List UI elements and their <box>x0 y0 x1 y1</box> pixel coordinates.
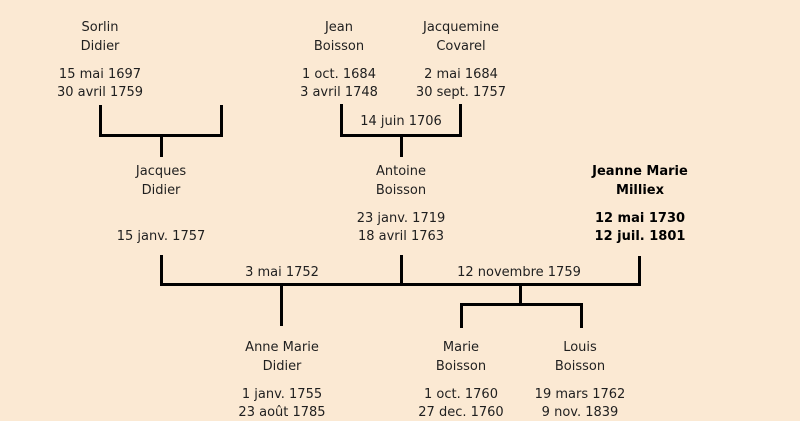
person-death-date: 30 sept. 1757 <box>415 85 507 100</box>
person-node-jeanne-marie-milliex[interactable]: Jeanne Marie Milliex 12 mai 1730 12 juil… <box>560 162 720 246</box>
person-birth-date: 19 mars 1762 <box>534 387 626 402</box>
person-birth-date: 2 mai 1684 <box>424 67 498 82</box>
person-death-date: 9 nov. 1839 <box>541 405 619 420</box>
person-first-name: Antoine <box>375 164 427 179</box>
person-birth-date: 12 mai 1730 <box>594 211 686 226</box>
person-first-name: Jacquemine <box>423 20 499 35</box>
connector-louis-vertical <box>580 303 583 328</box>
person-death-date: 12 juil. 1801 <box>594 229 686 244</box>
person-last-name: Boisson <box>435 359 487 374</box>
person-birth-date <box>81 210 241 228</box>
person-last-name: Boisson <box>313 39 365 54</box>
person-first-name: Sorlin <box>81 20 119 35</box>
connector-sorlin-child-stem <box>160 134 163 157</box>
person-death-date: 18 avril 1763 <box>357 229 445 244</box>
person-node-antoine-boisson[interactable]: Antoine Boisson 23 janv. 1719 18 avril 1… <box>321 162 481 246</box>
person-birth-date: 15 mai 1697 <box>58 67 142 82</box>
person-birth-date: 23 janv. 1719 <box>356 211 446 226</box>
person-birth-date: 1 janv. 1755 <box>241 387 323 402</box>
person-node-jean-boisson[interactable]: Jean Boisson 1 oct. 1684 3 avril 1748 <box>259 18 419 102</box>
person-death-date: 27 dec. 1760 <box>418 405 504 420</box>
person-death-date: 23 août 1785 <box>238 405 326 420</box>
person-last-name: Boisson <box>375 183 427 198</box>
connector-jean-jacquemine-child-stem <box>400 134 403 157</box>
connector-jacquemine-vertical <box>459 104 462 137</box>
person-first-name: Jacques <box>135 164 187 179</box>
person-last-name: Didier <box>262 359 302 374</box>
person-death-date: 3 avril 1748 <box>300 85 378 100</box>
person-node-marie-boisson[interactable]: Marie Boisson 1 oct. 1760 27 dec. 1760 <box>381 338 541 421</box>
connector-sorlin-left-vertical <box>99 105 102 137</box>
connector-antoine-jeanne-child-stem <box>519 283 522 306</box>
marriage-date-label-jacques-couple: 3 mai 1752 <box>245 265 319 280</box>
person-death-date: 30 avril 1759 <box>56 85 144 100</box>
marriage-date-label-jean-jacquemine: 14 juin 1706 <box>360 114 442 129</box>
person-node-sorlin-didier[interactable]: Sorlin Didier 15 mai 1697 30 avril 1759 <box>20 18 180 102</box>
person-last-name: Boisson <box>554 359 606 374</box>
person-node-jacquemine-covarel[interactable]: Jacquemine Covarel 2 mai 1684 30 sept. 1… <box>381 18 541 102</box>
person-node-anne-marie-didier[interactable]: Anne Marie Didier 1 janv. 1755 23 août 1… <box>202 338 362 421</box>
person-node-louis-boisson[interactable]: Louis Boisson 19 mars 1762 9 nov. 1839 <box>500 338 660 421</box>
person-first-name: Jeanne Marie <box>592 164 688 179</box>
person-first-name: Marie <box>442 340 480 355</box>
person-first-name: Louis <box>563 340 597 355</box>
person-last-name: Didier <box>80 39 120 54</box>
connector-children-horizontal <box>460 303 583 306</box>
connector-jacques-vertical <box>160 255 163 286</box>
marriage-date-label-antoine-jeanne: 12 novembre 1759 <box>457 265 581 280</box>
connector-antoine-vertical <box>400 255 403 286</box>
connector-jean-vertical <box>340 104 343 137</box>
connector-marie-vertical <box>460 303 463 328</box>
connector-anne-stem <box>280 283 283 326</box>
connector-marriage-horizontal <box>160 283 641 286</box>
person-birth-date: 1 oct. 1760 <box>424 387 498 402</box>
person-node-jacques-didier[interactable]: Jacques Didier 15 janv. 1757 <box>81 162 241 246</box>
person-last-name: Didier <box>141 183 181 198</box>
person-first-name: Jean <box>324 20 354 35</box>
person-death-date: 15 janv. 1757 <box>116 229 206 244</box>
connector-sorlin-right-vertical <box>220 105 223 137</box>
connector-jeanne-vertical <box>638 256 641 286</box>
person-birth-date: 1 oct. 1684 <box>302 67 376 82</box>
person-first-name: Anne Marie <box>245 340 319 355</box>
person-last-name: Milliex <box>616 183 664 198</box>
person-last-name: Covarel <box>436 39 486 54</box>
